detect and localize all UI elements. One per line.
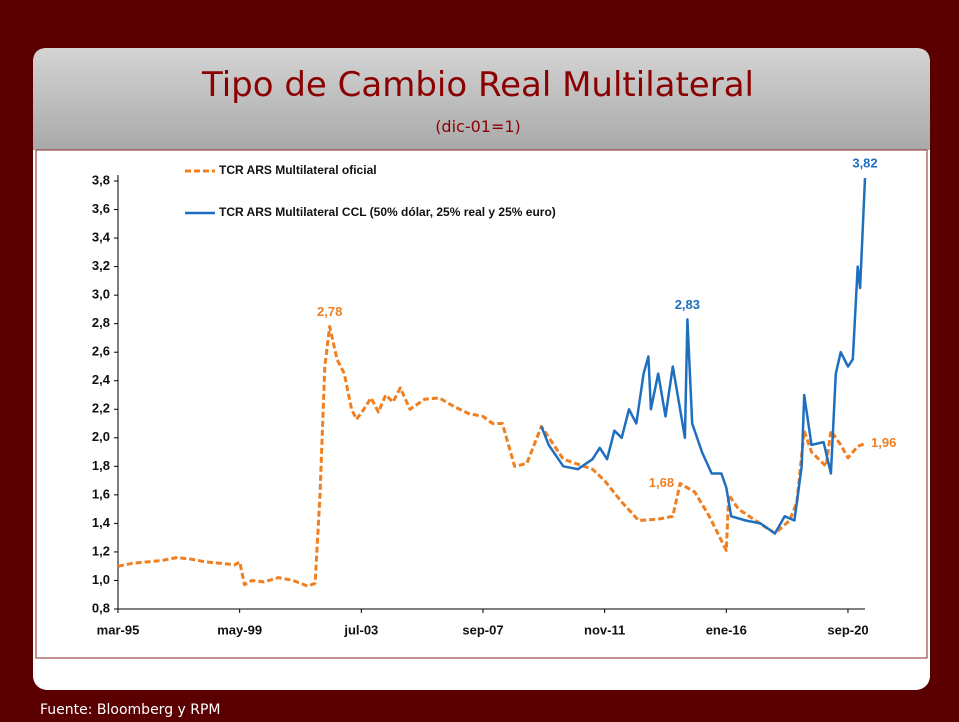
legend-label: TCR ARS Multilateral CCL (50% dólar, 25%… (219, 205, 556, 219)
x-tick-label: sep-07 (462, 622, 503, 637)
chart-frame (35, 149, 928, 659)
title-band (33, 48, 930, 150)
x-tick-label: nov-11 (584, 622, 625, 637)
y-tick-label: 0,8 (92, 600, 110, 615)
plot: 0,8 1,0 1,2 1,4 1,6 1,8 2,0 2,2 2,4 2,6 2,8 3,0 3,2 3… (92, 156, 896, 638)
y-tick-label: 1,2 (92, 543, 110, 558)
x-tick-label: jul-03 (343, 622, 378, 637)
y-tick-label: 3,0 (92, 287, 110, 302)
chart-subtitle: (dic-01=1) (435, 117, 521, 136)
y-tick-label: 2,8 (92, 315, 110, 330)
series-line (117, 325, 866, 588)
y-tick-label: 1,8 (92, 458, 110, 473)
y-tick-label: 3,6 (92, 201, 110, 216)
y-tick-label: 1,6 (92, 486, 110, 501)
data-label: 3,82 (852, 156, 877, 171)
x-tick-label: ene-16 (706, 622, 747, 637)
data-label: 2,83 (675, 297, 700, 312)
x-tick-label: sep-20 (827, 622, 868, 637)
y-tick-label: 3,8 (92, 172, 110, 187)
source: Fuente: Bloomberg y RPM (40, 702, 221, 718)
x-tick-label: mar-95 (97, 622, 140, 637)
y-tick-label: 2,4 (92, 372, 111, 387)
chart-title: Tipo de Cambio Real Multilateral (201, 65, 754, 105)
y-tick-label: 2,0 (92, 429, 110, 444)
y-tick-label: 1,0 (92, 572, 110, 587)
y-tick-label: 2,2 (92, 401, 110, 416)
y-tick-label: 3,2 (92, 258, 110, 273)
y-tick-label: 2,6 (92, 344, 110, 359)
x-tick-label: may-99 (217, 622, 262, 637)
data-label: 1,68 (649, 475, 674, 490)
legend-label: TCR ARS Multilateral oficial (219, 163, 377, 177)
data-label: 1,96 (871, 435, 896, 450)
y-tick-label: 3,4 (92, 230, 111, 245)
data-label: 2,78 (317, 304, 342, 319)
y-tick-label: 1,4 (92, 515, 111, 530)
series-line (540, 178, 867, 535)
